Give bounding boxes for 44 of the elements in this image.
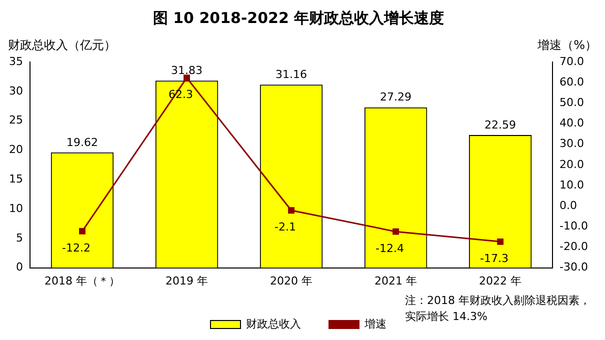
text: 注：2018 年财政收入剔除退税因素，实际增长 14.3% [405,294,590,324]
y2-tick-label: 20.0 [560,158,584,171]
point [79,228,86,234]
y-tick-label: 10 [8,202,23,215]
y-tick-label: 15 [8,172,23,186]
data-label: 31.83 [171,64,203,77]
point [184,74,190,82]
chart-title: 图 10 2018-2022 年财政总收入增长速度 [152,8,444,27]
data-label: -2.1 [274,220,296,234]
point [497,238,504,245]
y2-tick-label: 50.0 [560,96,584,110]
point [288,207,294,214]
y-tick-label: 0 [16,260,23,274]
data-label: 27.29 [380,90,412,104]
x-tick-label: 2021 年 [374,274,418,288]
data-label: -12.2 [62,242,90,255]
y2-tick-label: 70.0 [560,54,584,68]
y2-tick-label: 0.0 [560,198,578,212]
data-label: 31.16 [276,68,308,81]
y2-tick-label: -10.0 [560,220,588,232]
data-label: 22.59 [484,118,516,132]
x-tick-label: 2019 年 [166,274,208,288]
data-label: -12.4 [376,242,404,255]
y-tick-label: 35 [8,54,23,68]
x-tick-label: 2020 年 [270,274,313,288]
y2-tick-label: 40.0 [560,116,584,130]
data-label: 19.62 [66,136,98,149]
y-axis-title: 财政总收入（亿元） [8,38,116,52]
y2-tick-label: -20.0 [560,240,588,254]
y-tick-label: 25 [8,114,23,127]
legend-label: 增速 [364,317,386,330]
point [392,228,399,235]
legend-label: 财政总收入 [246,317,301,330]
y2-tick-label: -30.0 [560,260,588,274]
x-tick-label: 2018 年（＊） [44,274,120,288]
x-tick-label: 2022 年 [479,274,522,288]
data-label: -17.3 [480,252,509,266]
y2-axis-title: 增速（%） [536,38,597,52]
y-tick-label: 5 [16,231,23,244]
y-tick-label: 30 [8,84,23,98]
y-tick-label: 20 [8,143,23,156]
y2-tick-label: 60.0 [560,75,584,88]
y2-tick-label: 30.0 [560,137,584,150]
y2-tick-label: 10.0 [560,178,584,192]
